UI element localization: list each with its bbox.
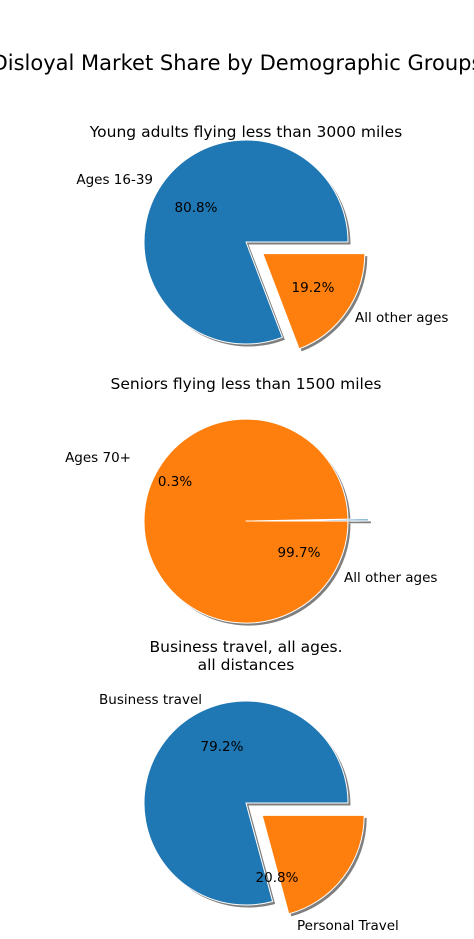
- slice-label-all-other-ages: All other ages: [344, 570, 437, 586]
- slice-all-other-ages: [143, 418, 349, 624]
- slice-business-travel: [143, 700, 349, 906]
- pie-title-business-travel-line2: all distances: [198, 656, 295, 674]
- pie-title-business-travel-line1: Business travel, all ages.: [149, 638, 342, 656]
- slice-percent-personal-travel: 20.8%: [256, 870, 299, 886]
- slice-ages-16-39: [143, 139, 349, 345]
- slice-percent-business-travel: 79.2%: [201, 739, 244, 755]
- slice-percent-all-other-ages: 99.7%: [278, 545, 321, 561]
- slice-percent-ages-70-plus: 0.3%: [158, 474, 192, 490]
- pie-title-seniors: Seniors flying less than 1500 miles: [111, 375, 382, 393]
- pie-chart-young-adults: Young adults flying less than 3000 miles…: [76, 123, 448, 352]
- slice-percent-all-other-ages: 19.2%: [292, 280, 335, 296]
- pie-slices-young-adults: [143, 139, 368, 352]
- figure-title: Disloyal Market Share by Demographic Gro…: [0, 51, 474, 75]
- slice-all-other-ages: [262, 253, 366, 350]
- slice-label-business-travel: Business travel: [99, 692, 202, 708]
- slice-personal-travel: [261, 814, 365, 915]
- pie-chart-seniors: Seniors flying less than 1500 miles Ages…: [65, 375, 437, 626]
- slice-percent-ages-16-39: 80.8%: [175, 200, 218, 216]
- pie-title-young-adults: Young adults flying less than 3000 miles: [89, 123, 402, 141]
- slice-label-ages-70-plus: Ages 70+: [65, 450, 131, 466]
- slice-label-ages-16-39: Ages 16-39: [76, 172, 153, 188]
- pie-slices-business-travel: [143, 700, 367, 917]
- slice-label-personal-travel: Personal Travel: [297, 918, 399, 934]
- pie-chart-business-travel: Business travel, all ages. all distances…: [99, 638, 399, 934]
- slice-label-all-other-ages: All other ages: [355, 310, 448, 326]
- pie-slices-seniors: [143, 418, 371, 626]
